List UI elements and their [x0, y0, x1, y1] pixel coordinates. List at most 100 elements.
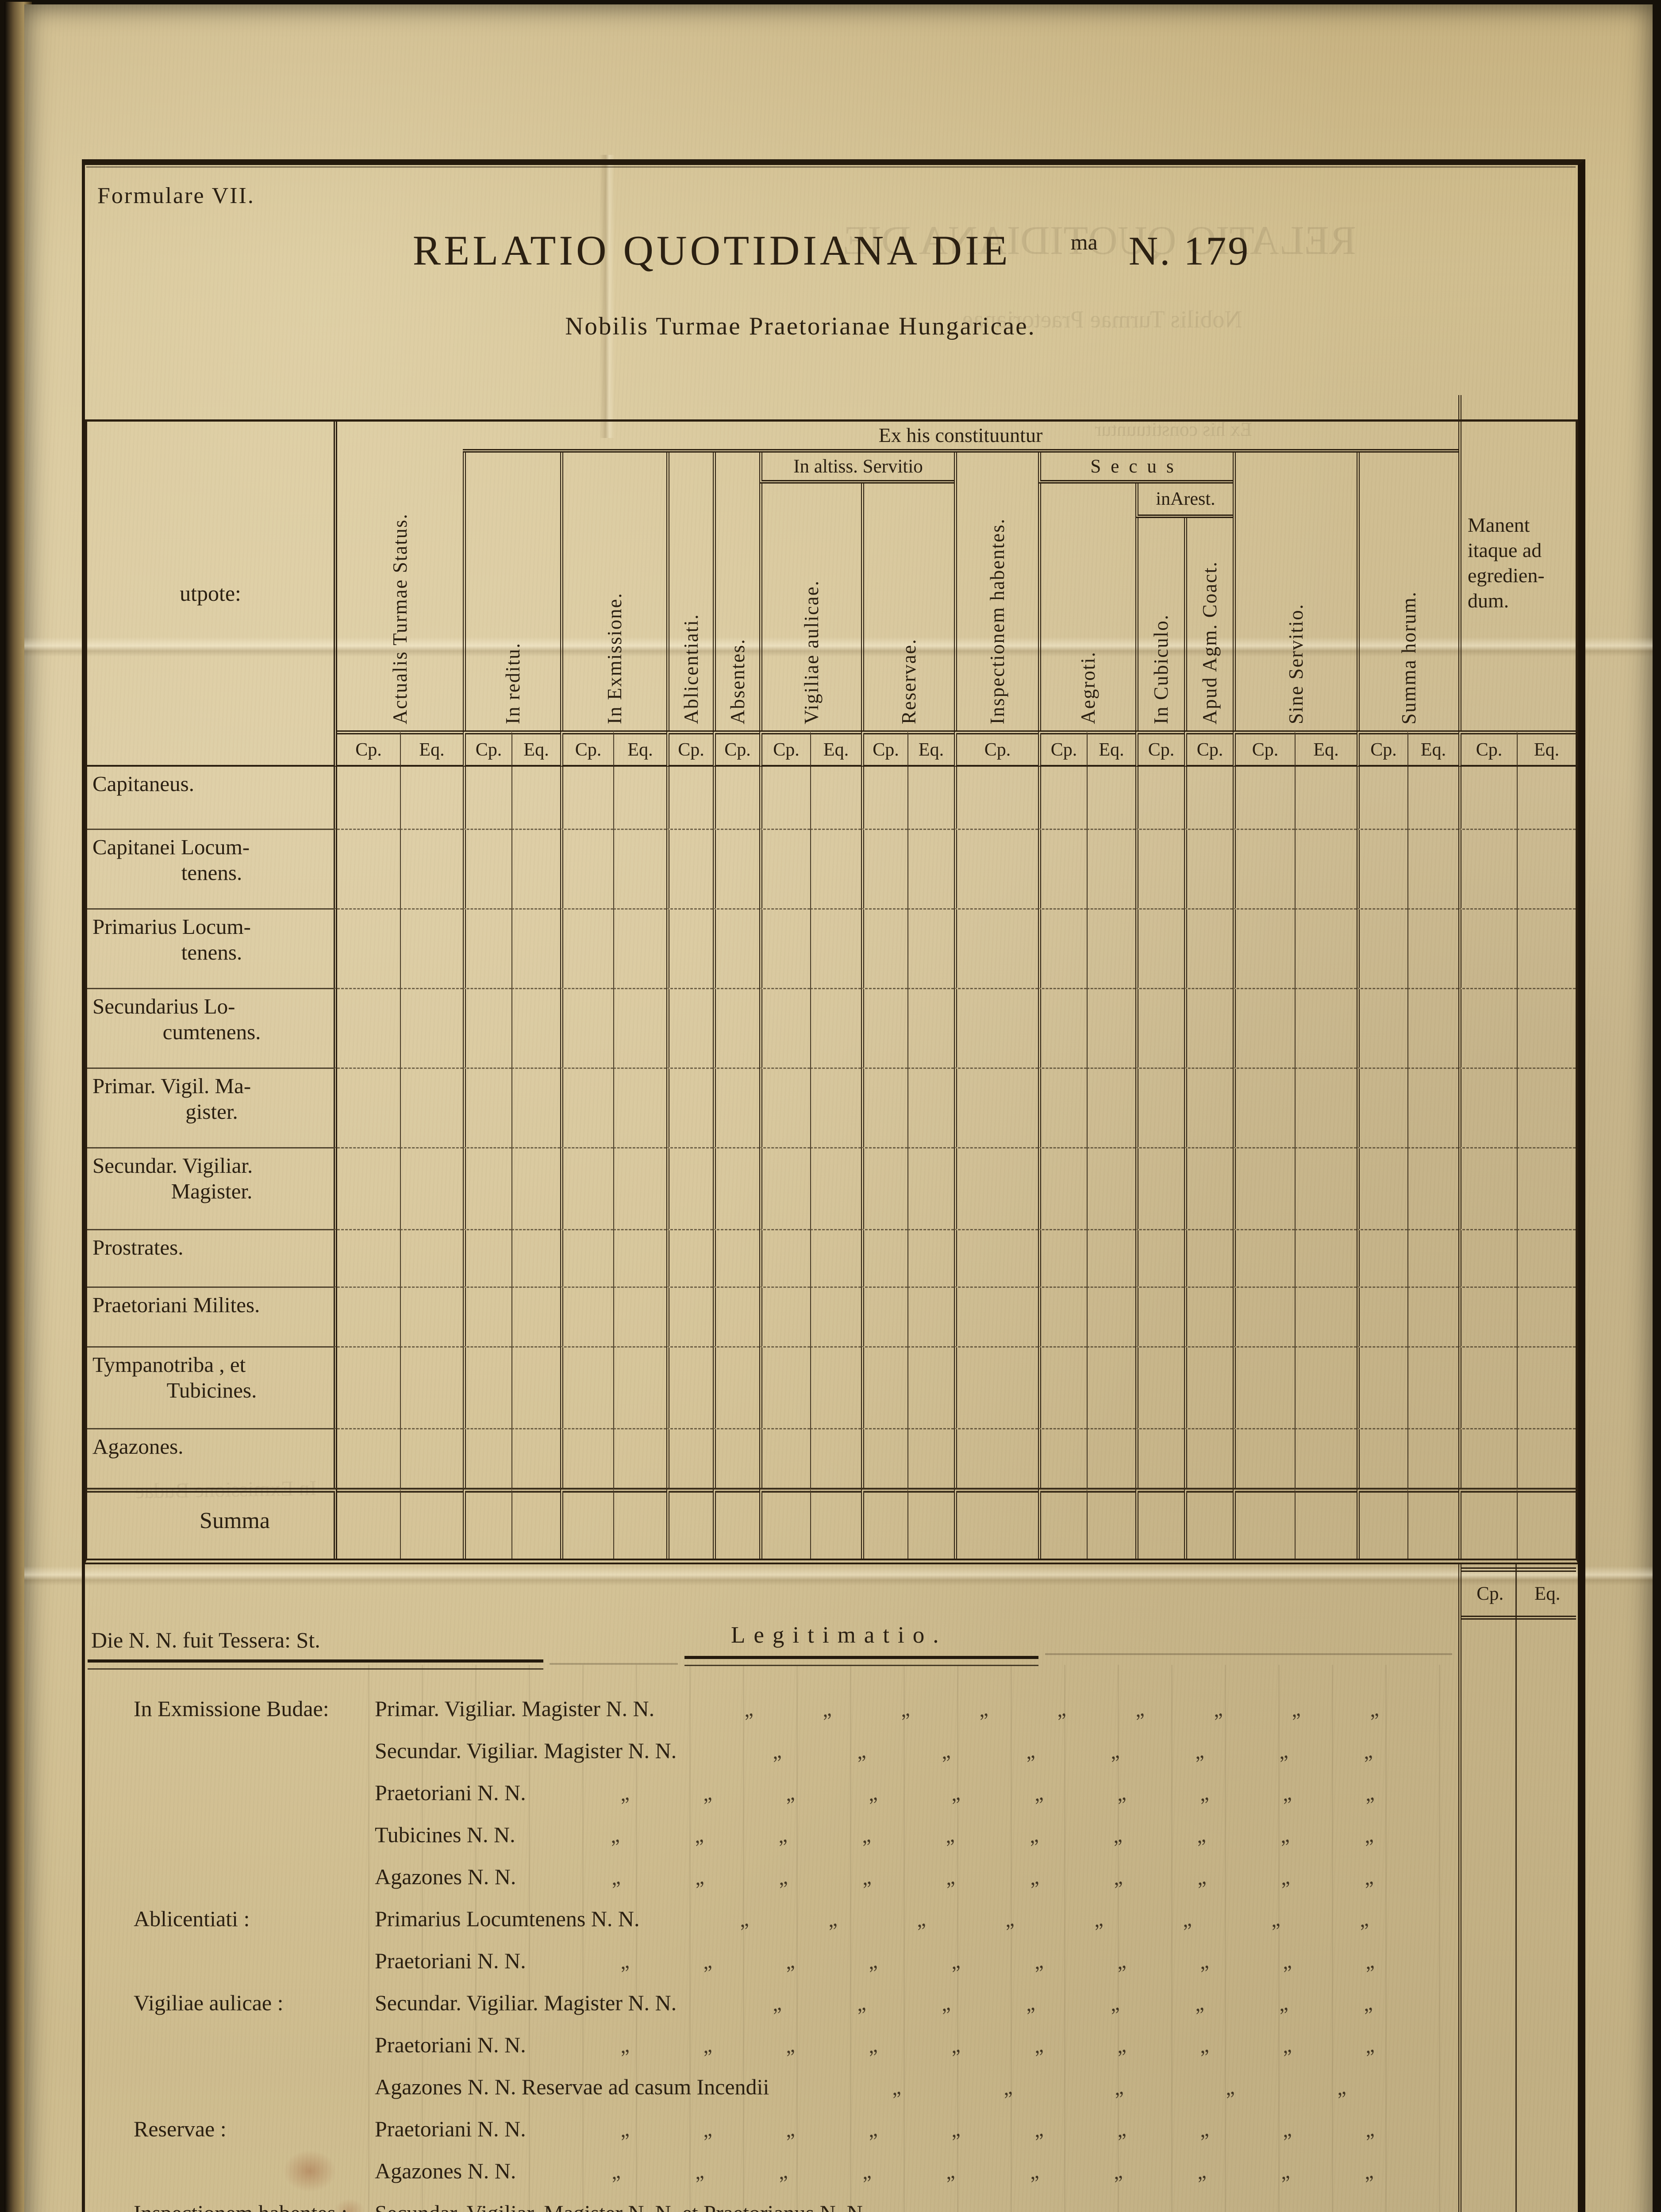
table-cell [666, 829, 713, 908]
column-label: Actualis Turmae Status. [388, 513, 411, 724]
row-label: Secundar. Vigiliar. Magister. [87, 1147, 337, 1229]
ditto-mark: „ [784, 1781, 796, 1806]
unit-header: Cp. [1233, 730, 1295, 767]
table-cell [713, 1147, 759, 1229]
ditto-mark: „ [777, 2159, 788, 2184]
table-cell [1517, 767, 1576, 829]
table-cell [810, 1488, 861, 1559]
form-number-label: Formulare VII. [97, 183, 255, 208]
table-cell [861, 1068, 907, 1147]
ditto-mark: „ [771, 1991, 783, 2016]
legitimatio-entry: Secundar. Vigiliar. Magister N. N. [375, 1990, 677, 2015]
ditto-mark: „ [1368, 1697, 1380, 1722]
column-header-cubiculo: In Cubiculo. [1135, 518, 1184, 730]
table-cell [511, 829, 560, 908]
table-cell [713, 1346, 759, 1428]
unit-header: Eq. [907, 730, 954, 767]
table-cell [1135, 1346, 1184, 1428]
table-cell [907, 767, 954, 829]
table-cell [1295, 1229, 1357, 1286]
table-cell [1458, 1346, 1517, 1428]
ditto-mark: „ [821, 1697, 832, 1722]
table-cell [400, 988, 463, 1068]
ditto-mark: „ [1224, 2075, 1236, 2100]
column-header-inspectionem: Inspectionem habentes. [954, 453, 1038, 730]
ditto-mark: „ [784, 2033, 796, 2058]
table-cell [861, 1428, 907, 1488]
unit-header: Cp. [1458, 730, 1517, 767]
ditto-mark: „ [1193, 1739, 1205, 1764]
table-cell [1087, 1488, 1135, 1559]
column-header-apud: Apud Agm. Coact. [1184, 518, 1233, 730]
table-cell [810, 908, 861, 988]
table-cell [1407, 908, 1458, 988]
table-cell [400, 1229, 463, 1286]
group-header-in-arest: inArest. [1135, 484, 1233, 518]
table-cell [337, 1488, 400, 1559]
table-cell [1184, 988, 1233, 1068]
table-cell [861, 1488, 907, 1559]
group-label: Ex his constituuntur [878, 424, 1043, 446]
table-cell [954, 1147, 1038, 1229]
table-cell [1357, 829, 1407, 908]
ditto-mark: „ [609, 1823, 621, 1848]
table-cell [400, 829, 463, 908]
column-label-line: itaque ad [1468, 539, 1542, 561]
group-label: Secus [1090, 456, 1184, 477]
table-cell [1038, 988, 1087, 1068]
table-cell [337, 1286, 400, 1346]
table-cell [713, 829, 759, 908]
ditto-mark: „ [1033, 2117, 1044, 2142]
ditto-mark: „ [1281, 2117, 1292, 2142]
column-label: Ablicentiati. [680, 614, 702, 724]
ditto-mark: „ [1363, 1865, 1374, 1890]
faint-rule [550, 1663, 678, 1665]
table-cell [713, 1428, 759, 1488]
table-cell [713, 988, 759, 1068]
table-cell [511, 1428, 560, 1488]
table-cell [1087, 1229, 1135, 1286]
table-cell [511, 1346, 560, 1428]
unit-label-eq: Eq. [1534, 1583, 1561, 1604]
table-cell [400, 908, 463, 988]
table-cell [907, 1488, 954, 1559]
table-cell [1517, 1147, 1576, 1229]
table-cell [1458, 767, 1517, 829]
table-cell [1295, 1428, 1357, 1488]
table-cell [1517, 908, 1576, 988]
table-cell [1038, 829, 1087, 908]
corner-label: utpote: [180, 581, 241, 606]
ditto-mark: „ [855, 1991, 867, 2016]
table-cell [907, 1068, 954, 1147]
table-cell [666, 767, 713, 829]
row-label: Praetoriani Milites. [87, 1286, 337, 1346]
ditto-mark: „ [977, 1697, 989, 1722]
ditto-mark: „ [1115, 2033, 1127, 2058]
table-cell [1233, 1147, 1295, 1229]
table-cell [337, 1147, 400, 1229]
ditto-mark: „ [1195, 1823, 1207, 1848]
ditto-mark: „ [771, 1739, 783, 1764]
table-cell [1233, 1488, 1295, 1559]
table-cell [1135, 908, 1184, 988]
table-cell [1357, 988, 1407, 1068]
table-cell [1038, 908, 1087, 988]
legitimatio-category: Inspectionem habentes : [134, 2200, 372, 2212]
table-cell [1357, 908, 1407, 988]
table-cell [613, 908, 666, 988]
ditto-mark: „ [1113, 2075, 1124, 2100]
ditto-mark: „ [861, 1865, 873, 1890]
title-row: RELATIO QUOTIDIANA DIE ma N. 179 [85, 226, 1578, 275]
ditto-mark: „ [1112, 2159, 1123, 2184]
row-label-line: Capitanei Locum- [92, 835, 250, 859]
table-cell [1458, 1229, 1517, 1286]
ditto-mark: „ [1115, 2117, 1127, 2142]
ditto-mark: „ [861, 2159, 873, 2184]
column-label: Absentes. [726, 638, 749, 724]
ditto-mark: „ [784, 1949, 796, 1974]
table-cell [560, 988, 613, 1068]
ditto-marks: „ „ „ „ „ „ „ „ „ „ [536, 1823, 1448, 1848]
ditto-mark: „ [784, 2117, 796, 2142]
table-cell [713, 1229, 759, 1286]
ditto-mark: „ [1196, 1865, 1207, 1890]
